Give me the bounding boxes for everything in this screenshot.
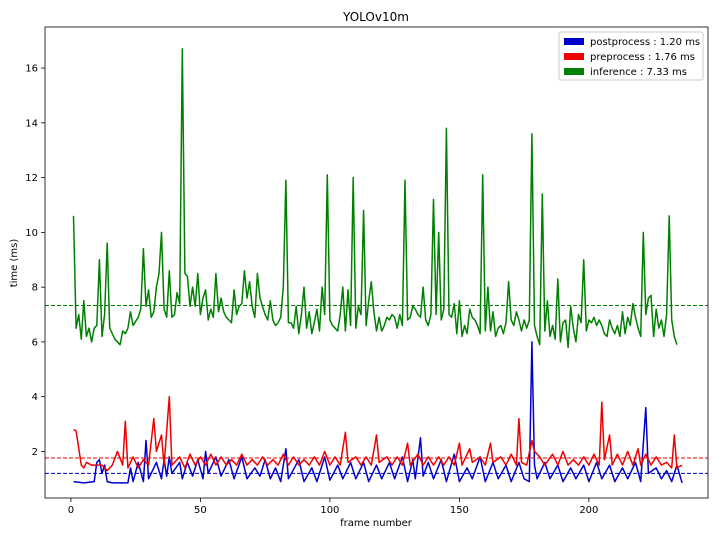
legend: postprocess : 1.20 ms preprocess : 1.76 m… — [558, 31, 704, 81]
series-line-1 — [73, 395, 683, 472]
x-tick-label: 150 — [450, 505, 469, 516]
y-axis-label: time (ms) — [9, 239, 20, 288]
axes-frame — [44, 26, 709, 499]
y-tick-label: 6 — [32, 337, 38, 348]
axes: 0 50 100 150 200 2 4 6 8 10 12 14 16 — [25, 26, 709, 516]
x-tick-label: 50 — [194, 505, 207, 516]
y-tick-label: 10 — [25, 228, 38, 239]
legend-swatch-1 — [564, 53, 584, 60]
legend-swatch-2 — [564, 68, 584, 75]
x-axis-label: frame number — [340, 518, 413, 529]
y-tick-label: 4 — [32, 392, 38, 403]
x-tick-label: 200 — [579, 505, 598, 516]
series-line-2 — [72, 48, 678, 349]
legend-box — [558, 31, 704, 81]
y-tick-label: 12 — [25, 173, 38, 184]
legend-label-0: postprocess : 1.20 ms — [590, 37, 700, 48]
x-tick-label: 0 — [68, 505, 74, 516]
plot-area — [45, 48, 708, 484]
legend-label-2: inference : 7.33 ms — [590, 67, 687, 78]
legend-swatch-0 — [564, 38, 584, 45]
y-tick-label: 2 — [32, 447, 38, 458]
y-tick-label: 8 — [32, 283, 38, 294]
x-tick-label: 100 — [320, 505, 339, 516]
chart-title: YOLOv10m — [342, 10, 409, 24]
y-tick-label: 16 — [25, 64, 38, 75]
y-tick-label: 14 — [25, 118, 38, 129]
legend-label-1: preprocess : 1.76 ms — [590, 52, 695, 63]
